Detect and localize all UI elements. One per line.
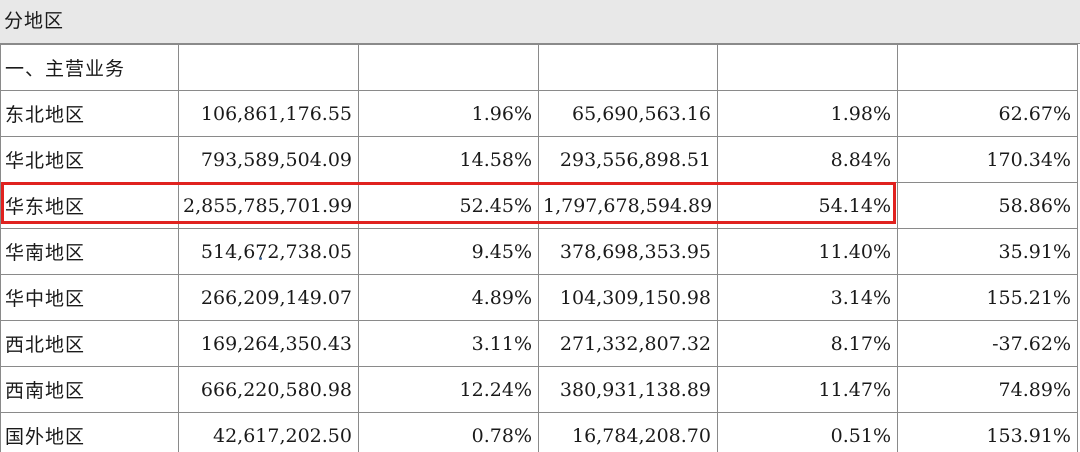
empty-cell (538, 44, 718, 91)
prior-pct-cell: 0.51% (717, 412, 898, 452)
prior-revenue-cell: 380,931,138.89 (538, 366, 718, 413)
prior-revenue-cell: 65,690,563.16 (538, 90, 718, 137)
region-cell: 华南地区 (0, 228, 179, 275)
table-row: 华南地区 514,672,738.05 9.45% 378,698,353.95… (0, 228, 1078, 275)
stray-mark (259, 257, 262, 260)
prior-pct-cell: 8.84% (717, 136, 898, 183)
prior-revenue-cell: 271,332,807.32 (538, 320, 718, 367)
regional-revenue-table: 一、主营业务 东北地区 106,861,176.55 1.96% 65,690,… (0, 44, 1078, 452)
prior-revenue-cell: 293,556,898.51 (538, 136, 718, 183)
revenue-pct-cell: 1.96% (358, 90, 539, 137)
change-cell: 62.67% (897, 90, 1078, 137)
change-cell: 74.89% (897, 366, 1078, 413)
table-row: 华北地区 793,589,504.09 14.58% 293,556,898.5… (0, 136, 1078, 183)
category-row: 一、主营业务 (0, 44, 1078, 91)
empty-cell (178, 44, 359, 91)
revenue-cell: 793,589,504.09 (178, 136, 359, 183)
region-cell: 国外地区 (0, 412, 179, 452)
revenue-pct-cell: 0.78% (358, 412, 539, 452)
prior-revenue-cell: 1,797,678,594.89 (538, 182, 718, 229)
region-cell: 华东地区 (0, 182, 179, 229)
category-label: 一、主营业务 (0, 44, 179, 91)
region-cell: 西北地区 (0, 320, 179, 367)
region-cell: 华中地区 (0, 274, 179, 321)
table-row-highlighted: 华东地区 2,855,785,701.99 52.45% 1,797,678,5… (0, 182, 1078, 229)
region-cell: 东北地区 (0, 90, 179, 137)
prior-revenue-cell: 104,309,150.98 (538, 274, 718, 321)
revenue-pct-cell: 3.11% (358, 320, 539, 367)
empty-cell (897, 44, 1078, 91)
section-header: 分地区 (0, 0, 1080, 44)
region-cell: 华北地区 (0, 136, 179, 183)
prior-revenue-cell: 16,784,208.70 (538, 412, 718, 452)
revenue-cell: 666,220,580.98 (178, 366, 359, 413)
revenue-cell: 514,672,738.05 (178, 228, 359, 275)
change-cell: 170.34% (897, 136, 1078, 183)
revenue-cell: 266,209,149.07 (178, 274, 359, 321)
revenue-pct-cell: 4.89% (358, 274, 539, 321)
change-cell: 155.21% (897, 274, 1078, 321)
prior-pct-cell: 1.98% (717, 90, 898, 137)
table-row: 东北地区 106,861,176.55 1.96% 65,690,563.16 … (0, 90, 1078, 137)
revenue-pct-cell: 9.45% (358, 228, 539, 275)
change-cell: 153.91% (897, 412, 1078, 452)
revenue-pct-cell: 14.58% (358, 136, 539, 183)
table-row: 国外地区 42,617,202.50 0.78% 16,784,208.70 0… (0, 412, 1078, 452)
region-cell: 西南地区 (0, 366, 179, 413)
revenue-cell: 169,264,350.43 (178, 320, 359, 367)
change-cell: 35.91% (897, 228, 1078, 275)
prior-pct-cell: 11.47% (717, 366, 898, 413)
prior-pct-cell: 11.40% (717, 228, 898, 275)
prior-pct-cell: 3.14% (717, 274, 898, 321)
revenue-cell: 2,855,785,701.99 (178, 182, 359, 229)
empty-cell (717, 44, 898, 91)
change-cell: 58.86% (897, 182, 1078, 229)
prior-pct-cell: 8.17% (717, 320, 898, 367)
table-row: 华中地区 266,209,149.07 4.89% 104,309,150.98… (0, 274, 1078, 321)
empty-cell (358, 44, 539, 91)
revenue-cell: 42,617,202.50 (178, 412, 359, 452)
table-row: 西南地区 666,220,580.98 12.24% 380,931,138.8… (0, 366, 1078, 413)
prior-revenue-cell: 378,698,353.95 (538, 228, 718, 275)
revenue-pct-cell: 52.45% (358, 182, 539, 229)
revenue-cell: 106,861,176.55 (178, 90, 359, 137)
revenue-pct-cell: 12.24% (358, 366, 539, 413)
prior-pct-cell: 54.14% (717, 182, 898, 229)
section-title: 分地区 (4, 10, 65, 32)
change-cell: -37.62% (897, 320, 1078, 367)
table-row: 西北地区 169,264,350.43 3.11% 271,332,807.32… (0, 320, 1078, 367)
